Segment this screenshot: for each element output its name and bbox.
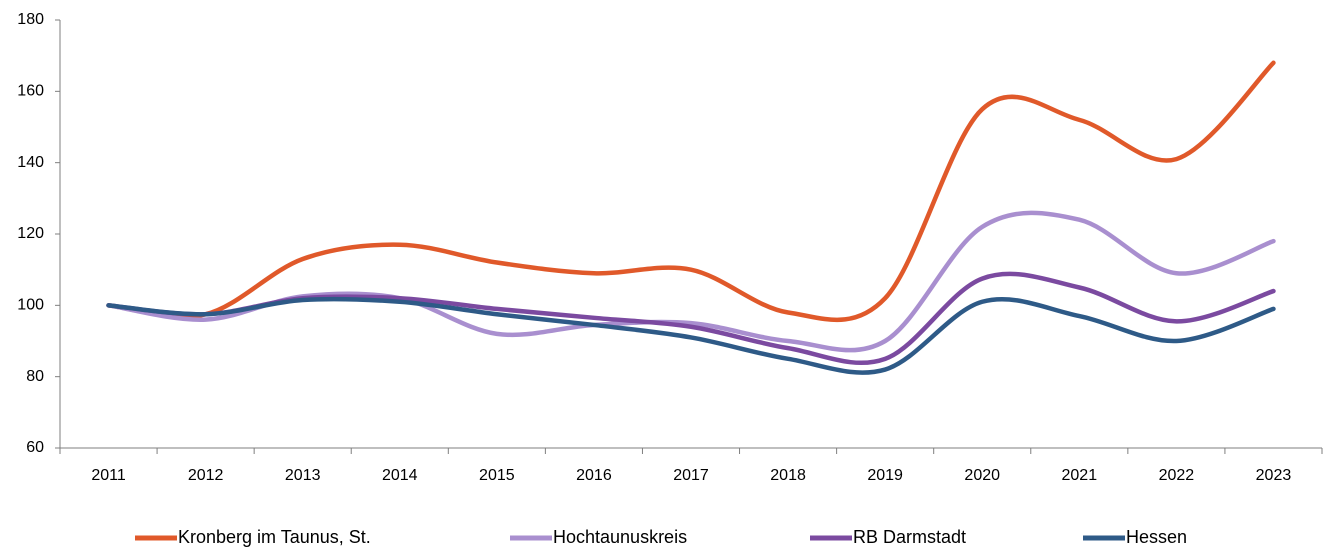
y-tick-label: 180 bbox=[17, 11, 44, 28]
series-line bbox=[106, 60, 1276, 322]
x-tick-label: 2018 bbox=[770, 467, 806, 484]
x-tick-label: 2021 bbox=[1062, 467, 1098, 484]
x-tick-label: 2016 bbox=[576, 467, 612, 484]
y-tick-label: 100 bbox=[17, 297, 44, 314]
series-line bbox=[106, 210, 1276, 353]
x-tick-label: 2011 bbox=[91, 467, 126, 484]
series-line bbox=[106, 296, 1276, 375]
y-tick-label: 160 bbox=[17, 83, 44, 100]
x-tick-label: 2022 bbox=[1159, 467, 1195, 484]
legend-label: Hochtaunuskreis bbox=[553, 527, 687, 547]
legend-label: Kronberg im Taunus, St. bbox=[178, 527, 371, 547]
legend-label: RB Darmstadt bbox=[853, 527, 966, 547]
y-tick-label: 140 bbox=[17, 154, 44, 171]
y-tick-label: 80 bbox=[26, 368, 44, 385]
y-tick-label: 120 bbox=[17, 225, 44, 242]
x-tick-label: 2012 bbox=[188, 467, 224, 484]
x-tick-label: 2017 bbox=[673, 467, 709, 484]
series-line bbox=[106, 271, 1276, 366]
x-tick-label: 2014 bbox=[382, 467, 418, 484]
x-tick-label: 2023 bbox=[1256, 467, 1292, 484]
x-tick-label: 2015 bbox=[479, 467, 515, 484]
y-tick-label: 60 bbox=[26, 439, 44, 456]
x-tick-label: 2020 bbox=[964, 467, 1000, 484]
x-tick-label: 2019 bbox=[867, 467, 903, 484]
legend-label: Hessen bbox=[1126, 527, 1187, 547]
x-tick-label: 2013 bbox=[285, 467, 321, 484]
